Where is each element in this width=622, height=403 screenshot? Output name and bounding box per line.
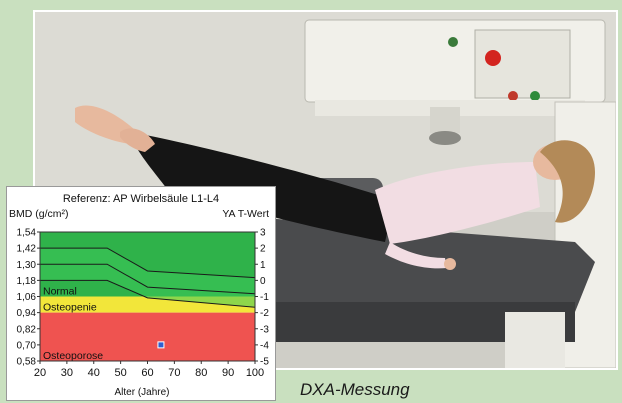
x-ticks: 20 30 40 50 60 70 80 90 100 (34, 361, 264, 379)
y-tick-right-label: -4 (260, 340, 269, 351)
reference-curve (40, 263, 256, 295)
reference-curve (40, 279, 256, 308)
y-tick-right-label: 3 (260, 228, 266, 239)
x-tick-label: 80 (195, 367, 207, 379)
x-tick-label: 60 (141, 367, 153, 379)
reference-range-band (40, 248, 255, 308)
y-tick-right-label: 1 (260, 260, 266, 271)
patient-point (157, 341, 165, 349)
zone-label: Osteopenie (43, 302, 97, 314)
y-tick-right-label: -3 (260, 324, 269, 335)
x-tick-label: 30 (61, 367, 73, 379)
zone-label: Normal (43, 286, 77, 298)
chart-xlabel: Alter (Jahre) (114, 387, 169, 398)
zone-label: Osteoporose (43, 350, 103, 362)
y-tick-left-label: 1,18 (17, 276, 37, 287)
reference-curve (40, 247, 256, 279)
y-tick-right-label: 2 (260, 244, 266, 255)
y-ticks-left: 1,54 1,42 1,30 1,18 1,06 0,94 0,82 0,70 0,58 (17, 228, 40, 368)
x-tick-label: 70 (168, 367, 180, 379)
bmd-chart-panel: Referenz: AP Wirbelsäule L1-L4 BMD (g/cm… (6, 186, 276, 401)
y-tick-left-label: 0,70 (17, 340, 37, 351)
y-tick-left-label: 0,58 (17, 357, 37, 368)
chart-ylabel-right: YA T-Wert (222, 208, 269, 220)
photo-caption: DXA-Messung (300, 380, 410, 399)
y-tick-left-label: 1,06 (17, 292, 37, 303)
y-ticks-right: 3 2 1 0 -1 -2 -3 -4 -5 (255, 228, 269, 368)
y-tick-right-label: 0 (260, 276, 266, 287)
x-tick-label: 20 (34, 367, 46, 379)
zone-band (40, 312, 255, 361)
plot-area: Normal Osteopenie Osteoporose (39, 231, 256, 362)
bmd-chart: Referenz: AP Wirbelsäule L1-L4 BMD (g/cm… (9, 193, 269, 398)
x-tick-label: 40 (88, 367, 100, 379)
x-tick-label: 50 (115, 367, 127, 379)
chart-ylabel-left: BMD (g/cm²) (9, 208, 69, 220)
y-tick-left-label: 1,42 (17, 244, 37, 255)
y-tick-right-label: -2 (260, 308, 269, 319)
y-tick-left-label: 0,82 (17, 324, 37, 335)
x-tick-label: 100 (246, 367, 264, 379)
y-tick-right-label: -1 (260, 292, 269, 303)
y-tick-left-label: 1,30 (17, 260, 37, 271)
chart-title: Referenz: AP Wirbelsäule L1-L4 (63, 193, 219, 205)
y-tick-left-label: 1,54 (17, 228, 37, 239)
y-tick-left-label: 0,94 (17, 308, 37, 319)
y-tick-right-label: -5 (260, 357, 269, 368)
x-tick-label: 90 (222, 367, 234, 379)
